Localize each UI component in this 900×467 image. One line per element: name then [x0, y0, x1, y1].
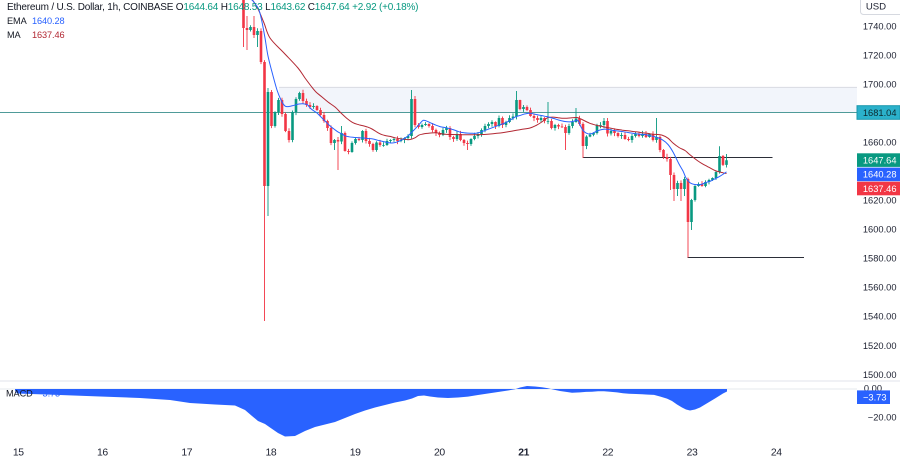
svg-text:18: 18	[266, 447, 277, 458]
svg-text:1580.00: 1580.00	[863, 254, 897, 264]
svg-text:1660.00: 1660.00	[863, 138, 897, 148]
svg-text:24: 24	[771, 447, 782, 458]
svg-text:19: 19	[350, 447, 361, 458]
svg-text:1500.00: 1500.00	[863, 370, 897, 380]
svg-text:1640.28: 1640.28	[863, 170, 897, 180]
svg-text:1600.00: 1600.00	[863, 225, 897, 235]
svg-text:Ethereum / U.S. Dollar, 1h, CO: Ethereum / U.S. Dollar, 1h, COINBASE O16…	[7, 2, 418, 13]
svg-text:1560.00: 1560.00	[863, 283, 897, 293]
svg-text:1720.00: 1720.00	[863, 50, 897, 60]
svg-text:1700.00: 1700.00	[863, 79, 897, 89]
svg-text:1740.00: 1740.00	[863, 21, 897, 31]
svg-text:22: 22	[602, 447, 613, 458]
svg-text:16: 16	[97, 447, 108, 458]
svg-text:17: 17	[181, 447, 192, 458]
svg-text:20: 20	[434, 447, 445, 458]
svg-text:1620.00: 1620.00	[863, 196, 897, 206]
svg-text:1520.00: 1520.00	[863, 341, 897, 351]
svg-text:−20.00: −20.00	[868, 412, 897, 422]
svg-text:23: 23	[687, 447, 698, 458]
svg-text:1637.46: 1637.46	[863, 184, 897, 194]
svg-text:1647.64: 1647.64	[863, 155, 897, 165]
svg-text:1540.00: 1540.00	[863, 312, 897, 322]
svg-text:21: 21	[518, 447, 529, 458]
svg-text:1681.04: 1681.04	[863, 108, 897, 118]
svg-text:USD: USD	[866, 2, 886, 13]
svg-text:−3.73: −3.73	[863, 393, 887, 403]
svg-text:15: 15	[13, 447, 24, 458]
